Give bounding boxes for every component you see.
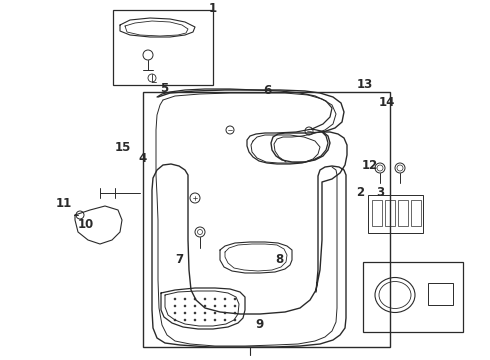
Circle shape (204, 319, 206, 321)
Circle shape (204, 312, 206, 314)
Circle shape (174, 305, 176, 307)
Text: 7: 7 (175, 253, 183, 266)
Bar (372, 200, 382, 226)
Circle shape (234, 312, 236, 314)
Circle shape (194, 305, 196, 307)
Circle shape (224, 305, 226, 307)
Circle shape (184, 312, 186, 314)
Bar (385, 200, 395, 226)
Circle shape (214, 305, 216, 307)
Bar (368, 195, 423, 233)
Circle shape (214, 298, 216, 300)
Circle shape (194, 312, 196, 314)
Circle shape (234, 319, 236, 321)
Circle shape (174, 319, 176, 321)
Bar (398, 200, 408, 226)
Circle shape (234, 305, 236, 307)
Circle shape (194, 319, 196, 321)
Circle shape (194, 298, 196, 300)
Text: 15: 15 (114, 141, 131, 154)
Circle shape (234, 298, 236, 300)
Text: 14: 14 (379, 96, 395, 109)
Text: 8: 8 (275, 253, 283, 266)
Text: 9: 9 (256, 318, 264, 330)
Circle shape (214, 319, 216, 321)
Text: 4: 4 (138, 152, 146, 165)
Bar (143, 92, 390, 347)
Text: 10: 10 (77, 219, 94, 231)
Circle shape (184, 298, 186, 300)
Text: 13: 13 (357, 78, 373, 91)
Circle shape (204, 298, 206, 300)
Circle shape (174, 298, 176, 300)
Text: 5: 5 (160, 82, 168, 95)
Text: 1: 1 (209, 3, 217, 15)
Circle shape (224, 298, 226, 300)
Text: 2: 2 (356, 186, 364, 199)
Bar (428, 283, 453, 305)
Circle shape (184, 305, 186, 307)
Circle shape (224, 312, 226, 314)
Bar (363, 262, 463, 332)
Circle shape (224, 319, 226, 321)
Bar (113, 10, 213, 85)
Circle shape (184, 319, 186, 321)
Bar (411, 200, 421, 226)
Text: 12: 12 (362, 159, 378, 172)
Circle shape (174, 312, 176, 314)
Text: 3: 3 (376, 186, 384, 199)
Text: 6: 6 (263, 84, 271, 96)
Circle shape (204, 305, 206, 307)
Circle shape (214, 312, 216, 314)
Text: 11: 11 (55, 197, 72, 210)
